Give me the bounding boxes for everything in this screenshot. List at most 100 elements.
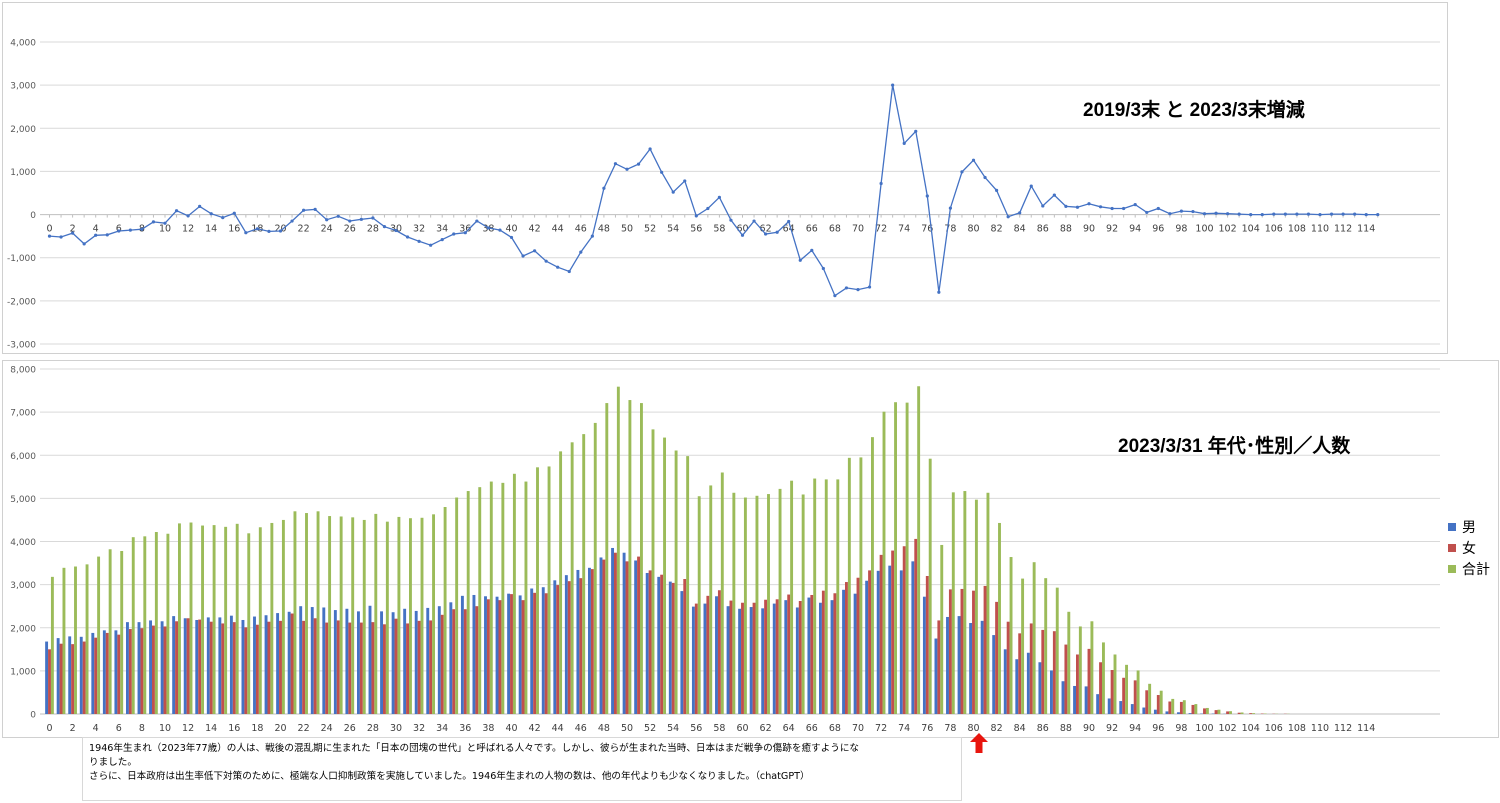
y-tick-label: 1,000: [10, 667, 36, 677]
bar: [879, 554, 883, 714]
bar: [602, 559, 606, 714]
bar: [472, 594, 476, 714]
line-point: [1237, 212, 1241, 216]
bar: [258, 527, 262, 714]
bar: [345, 608, 349, 714]
bar: [406, 623, 409, 714]
bar: [79, 636, 83, 714]
bar: [1090, 621, 1094, 714]
x-tick-label: 84: [1014, 723, 1026, 734]
bar: [1156, 695, 1160, 714]
line-point: [867, 285, 872, 289]
bar: [59, 643, 63, 714]
x-tick-label: 96: [1152, 723, 1164, 734]
bar: [1165, 711, 1169, 714]
bar: [371, 622, 375, 714]
line-point: [117, 229, 121, 233]
line-point: [1249, 212, 1253, 217]
line-point: [1272, 212, 1276, 216]
x-tick-label: 40: [505, 224, 517, 235]
bar: [582, 434, 586, 714]
x-tick-label: 62: [760, 224, 772, 235]
y-tick-label: -3,000: [7, 341, 36, 351]
bar: [1194, 704, 1198, 714]
bar: [856, 577, 860, 714]
x-tick-label: 54: [667, 723, 679, 734]
x-tick-label: 66: [806, 224, 818, 235]
bar: [426, 607, 430, 714]
x-tick-label: 98: [1175, 224, 1187, 235]
x-tick-label: 76: [921, 224, 933, 235]
x-tick-label: 58: [713, 224, 725, 235]
line-point: [764, 232, 768, 236]
bar: [1136, 670, 1140, 714]
y-tick-label: -1,000: [7, 254, 36, 264]
bar: [709, 485, 713, 714]
line-point: [198, 204, 202, 208]
bar: [824, 479, 828, 714]
bar: [657, 576, 661, 714]
legend-swatch-female: [1448, 543, 1456, 552]
x-tick-label: 12: [182, 224, 194, 235]
bar: [980, 620, 984, 714]
bar: [154, 532, 158, 714]
line-point: [660, 170, 664, 174]
x-tick-label: 38: [482, 723, 494, 734]
x-tick-label: 74: [898, 723, 910, 734]
line-point: [902, 141, 906, 145]
bar: [593, 422, 597, 714]
bar: [357, 611, 360, 714]
line-point: [1179, 209, 1183, 213]
x-tick-label: 114: [1357, 723, 1375, 734]
bar: [114, 630, 118, 714]
bar: [1182, 700, 1186, 714]
line-point: [787, 219, 791, 224]
bar: [403, 608, 407, 714]
bar: [876, 570, 880, 714]
line-point: [833, 294, 837, 298]
x-tick-label: 78: [944, 723, 956, 734]
bar: [149, 620, 152, 714]
x-tick-label: 34: [436, 723, 448, 734]
x-tick-label: 80: [967, 723, 979, 734]
line-point: [613, 162, 618, 166]
bar: [1122, 677, 1126, 714]
bar: [1087, 648, 1091, 714]
bar: [1229, 711, 1232, 714]
bar: [475, 606, 479, 714]
line-point: [1306, 212, 1311, 216]
bar: [1214, 710, 1218, 714]
bar: [339, 516, 343, 714]
bar: [466, 491, 470, 714]
bar: [868, 570, 871, 714]
bar: [1029, 623, 1033, 714]
bar: [640, 403, 643, 714]
bar: [244, 627, 248, 714]
bar: [166, 533, 170, 714]
line-point: [556, 265, 560, 269]
line-point: [163, 221, 167, 225]
line-point: [821, 266, 825, 271]
bar: [830, 600, 834, 714]
bar: [683, 579, 687, 714]
x-tick-label: 86: [1037, 723, 1049, 734]
bar-chart: 8,000 7,000 6,000 5,000 4,000 3,000 2,000 1,000…: [10, 366, 1440, 734]
bar: [212, 525, 216, 714]
bar: [1113, 654, 1117, 714]
bar: [489, 481, 493, 714]
line-point: [636, 162, 641, 166]
x-tick-label: 22: [298, 723, 310, 734]
bar: [801, 494, 805, 714]
x-tick-label: 0: [46, 723, 52, 734]
x-tick-label: 94: [1129, 224, 1141, 235]
bar: [186, 618, 190, 714]
bar: [871, 437, 874, 714]
bar: [784, 600, 788, 714]
bar: [409, 518, 412, 714]
line-point: [151, 220, 156, 224]
x-tick-label: 8: [139, 723, 145, 734]
bar: [1171, 698, 1175, 714]
line-point: [579, 250, 583, 254]
bar: [328, 516, 332, 714]
bar: [195, 619, 199, 714]
